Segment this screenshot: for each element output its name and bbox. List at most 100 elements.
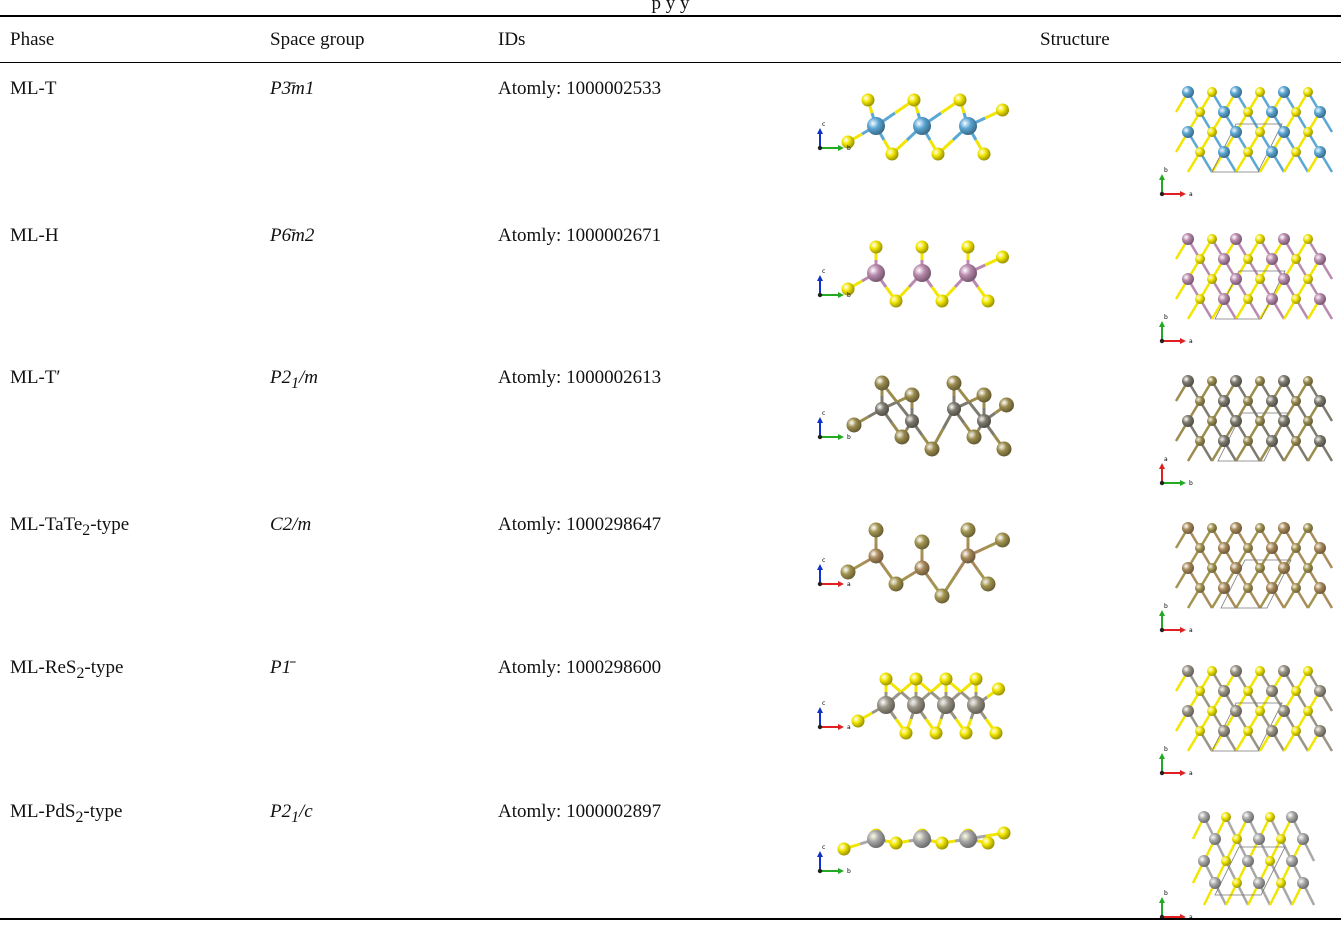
atom (1182, 273, 1194, 285)
atom (1266, 582, 1278, 594)
atom (841, 135, 855, 149)
atom (959, 830, 977, 848)
atom (1243, 543, 1253, 553)
unit-cell (1217, 412, 1289, 462)
atom (1253, 833, 1265, 845)
atom (1278, 273, 1290, 285)
atom (1218, 106, 1230, 118)
atom (1230, 705, 1242, 717)
phase-cell: ML-T (10, 78, 57, 99)
axis-label: b (847, 145, 851, 152)
id-cell: Atomly: 1000002613 (498, 367, 662, 388)
space-group-cell: P21/c (270, 801, 313, 826)
atom (1265, 856, 1275, 866)
atom (989, 726, 1003, 740)
atom (1314, 725, 1326, 737)
atom (1230, 562, 1242, 574)
atom (1218, 146, 1230, 158)
axis-triad-icon: ba (1159, 603, 1193, 634)
atom (1278, 86, 1290, 98)
atom (867, 117, 885, 135)
atom (1303, 376, 1313, 386)
table-header-rule (0, 62, 1341, 63)
atom (1266, 685, 1278, 697)
phase-cell: ML-H (10, 225, 59, 246)
atom (1303, 87, 1313, 97)
atom (837, 842, 851, 856)
unit-cell (1214, 846, 1286, 896)
atom (1291, 254, 1301, 264)
atom (1303, 523, 1313, 533)
atom (1232, 878, 1242, 888)
id-cell: Atomly: 1000298647 (498, 514, 662, 535)
unit-cell (1211, 702, 1283, 752)
atom (1314, 106, 1326, 118)
atom (1207, 563, 1217, 573)
atom (914, 534, 930, 550)
atom (1266, 106, 1278, 118)
atom (996, 250, 1009, 264)
atom (1255, 416, 1265, 426)
atom (1182, 522, 1194, 534)
atom (875, 402, 889, 416)
atom (909, 672, 923, 686)
atom (1291, 396, 1301, 406)
atom (1221, 812, 1231, 822)
atom (1242, 811, 1254, 823)
atom (1207, 416, 1217, 426)
atom (1286, 811, 1298, 823)
axis-triad-icon: cb (817, 844, 851, 875)
atom (1198, 811, 1210, 823)
axis-label: a (1189, 338, 1193, 345)
atom (960, 522, 976, 538)
axis-triad-icon: ca (817, 557, 851, 588)
atom (1291, 147, 1301, 157)
top-view-structure-image: ba (1159, 811, 1316, 921)
atom (1218, 253, 1230, 265)
atom (1243, 436, 1253, 446)
atom (1266, 725, 1278, 737)
axis-label: b (1164, 746, 1168, 753)
atom (1195, 543, 1205, 553)
atom (959, 726, 973, 740)
atom (913, 264, 931, 282)
phase-cell: ML-PdS2-type (10, 801, 123, 826)
atom (1255, 234, 1265, 244)
phase-cell: ML-T′ (10, 367, 61, 388)
side-view-structure-image: ca (817, 522, 1010, 604)
atom (953, 93, 967, 107)
atom (1218, 542, 1230, 554)
atom (1314, 685, 1326, 697)
unit-cell (1214, 270, 1286, 320)
atom (889, 294, 903, 308)
axis-triad-icon: ba (1159, 746, 1193, 777)
atom (841, 282, 855, 296)
atom (1266, 542, 1278, 554)
atom (996, 441, 1012, 457)
top-view-structure-image: ba (1159, 86, 1334, 198)
atom (1207, 666, 1217, 676)
atom (1243, 147, 1253, 157)
atom (1278, 415, 1290, 427)
side-view-structure-image: cb (817, 240, 1009, 308)
atom (976, 387, 992, 403)
atom (1207, 523, 1217, 533)
atom (885, 147, 899, 161)
atom (1255, 563, 1265, 573)
axis-label: b (1189, 480, 1193, 487)
atom (1232, 834, 1242, 844)
atom (1195, 436, 1205, 446)
atom (1314, 293, 1326, 305)
atom (1314, 253, 1326, 265)
axis-triad-icon: ba (1159, 890, 1193, 921)
atom (1207, 127, 1217, 137)
atom (1230, 86, 1242, 98)
atom (1291, 294, 1301, 304)
table-bottom-rule (0, 918, 1341, 920)
atom (874, 375, 890, 391)
atom (1242, 855, 1254, 867)
atom (1207, 706, 1217, 716)
atom (937, 696, 955, 714)
axis-label: b (1164, 890, 1168, 897)
